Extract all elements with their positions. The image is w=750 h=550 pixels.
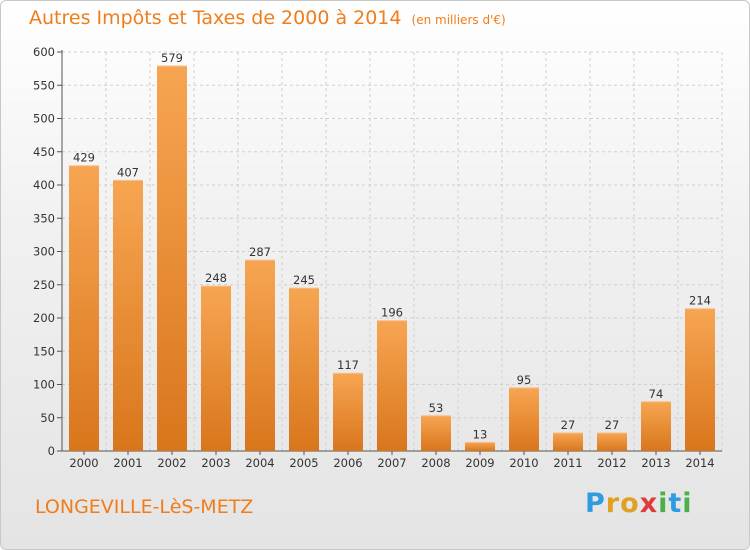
y-tick-label: 150 <box>33 344 55 358</box>
x-tick-label-2012: 2012 <box>597 456 626 470</box>
bar-2012 <box>597 433 627 451</box>
value-label-2000: 429 <box>73 151 95 165</box>
logo-letter: x <box>639 488 659 519</box>
bar-2010 <box>509 387 539 451</box>
x-tick-label-2013: 2013 <box>641 456 670 470</box>
value-label-2007: 196 <box>381 306 403 320</box>
logo-letter: r <box>605 488 621 519</box>
value-label-2013: 74 <box>649 387 664 401</box>
bar-2014 <box>685 308 715 451</box>
bar-2000 <box>69 165 99 451</box>
value-label-2012: 27 <box>605 418 620 432</box>
bar-2003 <box>201 286 231 451</box>
value-label-2005: 245 <box>293 273 315 287</box>
chart-title: Autres Impôts et Taxes de 2000 à 2014 (e… <box>29 7 506 29</box>
town-name: LONGEVILLE-LèS-METZ <box>35 496 254 518</box>
y-tick-label: 200 <box>33 311 55 325</box>
value-label-2001: 407 <box>117 165 139 179</box>
value-label-2006: 117 <box>337 358 359 372</box>
bar-layer <box>69 65 715 451</box>
y-tick-label: 350 <box>33 211 55 225</box>
y-tick-label: 400 <box>33 178 55 192</box>
value-label-2014: 214 <box>689 294 711 308</box>
logo-letter: i <box>658 488 669 519</box>
proxiti-logo: Proxiti <box>585 488 693 519</box>
x-tick-label-2011: 2011 <box>553 456 582 470</box>
logo-letter: P <box>585 488 606 519</box>
x-tick-label-2010: 2010 <box>509 456 538 470</box>
bar-2005 <box>289 288 319 451</box>
x-tick-label-2007: 2007 <box>377 456 406 470</box>
y-tick-label: 50 <box>40 411 55 425</box>
bar-2011 <box>553 433 583 451</box>
bar-2013 <box>641 401 671 451</box>
y-tick-label: 600 <box>33 45 55 59</box>
value-label-2004: 287 <box>249 245 271 259</box>
value-label-2008: 53 <box>429 401 444 415</box>
x-tick-label-2006: 2006 <box>333 456 362 470</box>
bar-2006 <box>333 373 363 451</box>
value-label-2009: 13 <box>473 427 488 441</box>
x-tick-label-2014: 2014 <box>685 456 714 470</box>
bar-2004 <box>245 260 275 451</box>
x-tick-label-2005: 2005 <box>289 456 318 470</box>
x-tick-label-2009: 2009 <box>465 456 494 470</box>
x-tick-label-2002: 2002 <box>157 456 186 470</box>
bar-2002 <box>157 65 187 451</box>
y-tick-label: 500 <box>33 112 55 126</box>
chart-title-text: Autres Impôts et Taxes de 2000 à 2014 <box>29 7 402 29</box>
bar-2009 <box>465 442 495 451</box>
y-tick-label: 300 <box>33 245 55 259</box>
y-tick-label: 450 <box>33 145 55 159</box>
x-tick-label-2003: 2003 <box>201 456 230 470</box>
value-label-2010: 95 <box>517 373 532 387</box>
x-tick-label-2001: 2001 <box>113 456 142 470</box>
logo-letter: t <box>668 488 683 519</box>
y-tick-label: 0 <box>48 444 55 458</box>
bar-2001 <box>113 180 143 451</box>
label-layer: 429 407 579 248 287 245 117 196 53 13 95 27 27 74 214 <box>73 51 711 441</box>
chart-subtitle: (en milliers d'€) <box>411 13 506 27</box>
x-tick-label-2000: 2000 <box>69 456 98 470</box>
value-label-2002: 579 <box>161 51 183 65</box>
logo-letter: i <box>682 488 693 519</box>
bar-2008 <box>421 415 451 451</box>
value-label-2011: 27 <box>561 418 576 432</box>
y-tick-label: 250 <box>33 278 55 292</box>
x-tick-label-2004: 2004 <box>245 456 274 470</box>
logo-letter: o <box>620 488 640 519</box>
x-tick-label-2008: 2008 <box>421 456 450 470</box>
y-tick-label: 100 <box>33 378 55 392</box>
bar-2007 <box>377 320 407 451</box>
y-tick-label: 550 <box>33 78 55 92</box>
value-label-2003: 248 <box>205 271 227 285</box>
axis-layer: 0 50 100 150 200 250 300 350 400 450 500 550 600 2000… <box>33 45 722 470</box>
